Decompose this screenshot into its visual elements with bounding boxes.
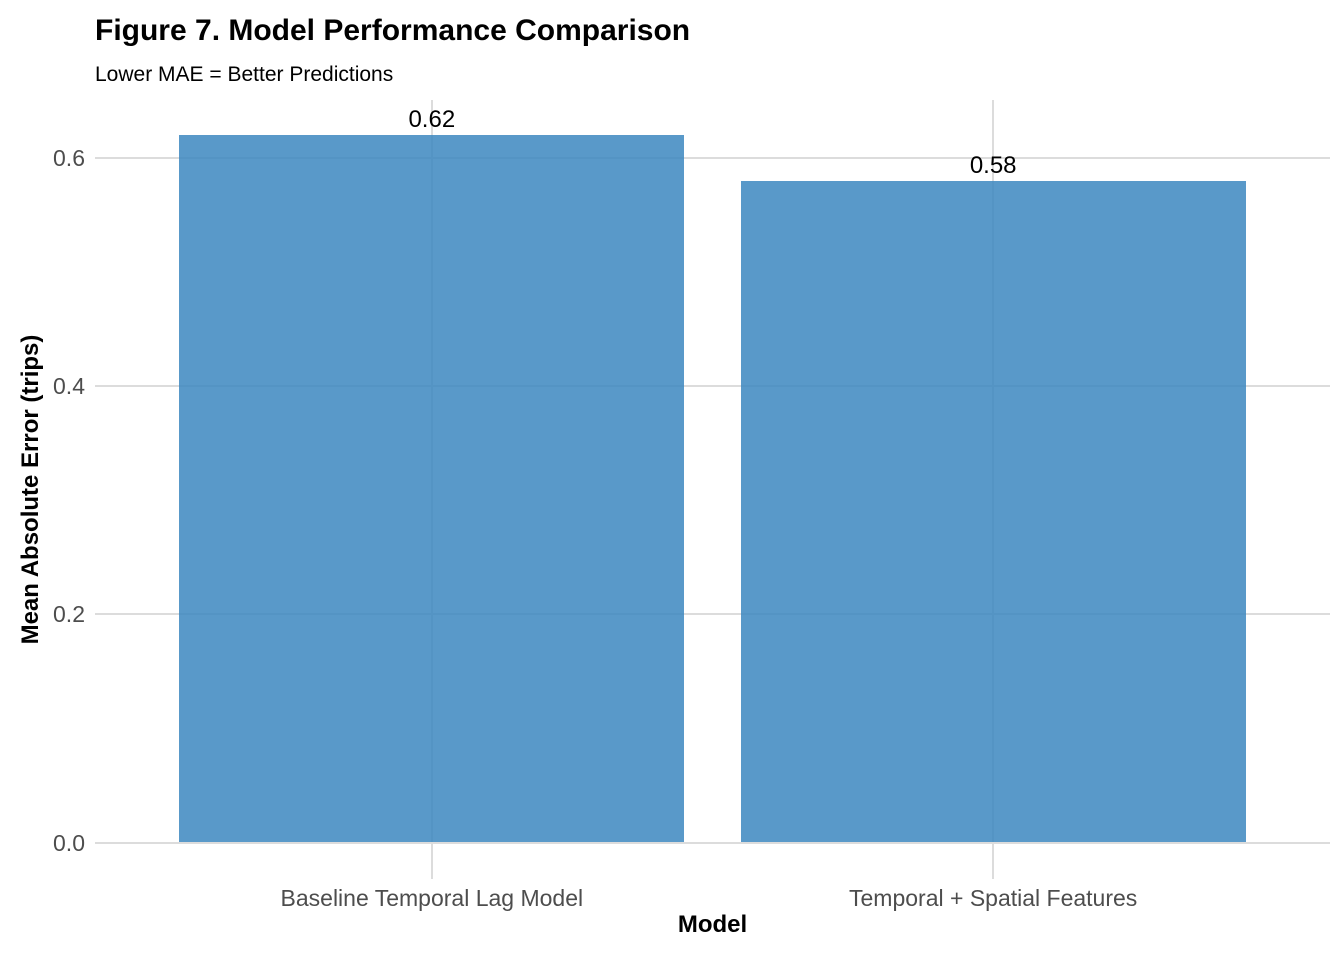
bar bbox=[740, 180, 1246, 843]
chart-title: Figure 7. Model Performance Comparison bbox=[95, 14, 691, 47]
bar bbox=[179, 135, 685, 843]
bar-value-label: 0.58 bbox=[969, 151, 1017, 179]
y-tick-label: 0.2 bbox=[53, 601, 85, 628]
y-gridline bbox=[95, 841, 1330, 844]
y-tick-label: 0.0 bbox=[53, 829, 85, 856]
plot-panel: 0.62 0.58 bbox=[95, 100, 1330, 879]
y-tick-label: 0.6 bbox=[53, 145, 85, 172]
chart-subtitle: Lower MAE = Better Predictions bbox=[95, 63, 394, 86]
x-tick-label: Baseline Temporal Lag Model bbox=[280, 885, 584, 911]
y-axis-title: Mean Absolute Error (trips) bbox=[17, 334, 44, 645]
bar-value-label: 0.62 bbox=[408, 106, 456, 134]
y-gridline bbox=[95, 385, 1330, 388]
y-gridline bbox=[95, 157, 1330, 160]
y-gridline bbox=[95, 613, 1330, 616]
y-tick-label: 0.4 bbox=[53, 373, 85, 400]
x-axis-title: Model bbox=[677, 911, 748, 938]
x-tick-label: Temporal + Spatial Features bbox=[849, 885, 1138, 911]
